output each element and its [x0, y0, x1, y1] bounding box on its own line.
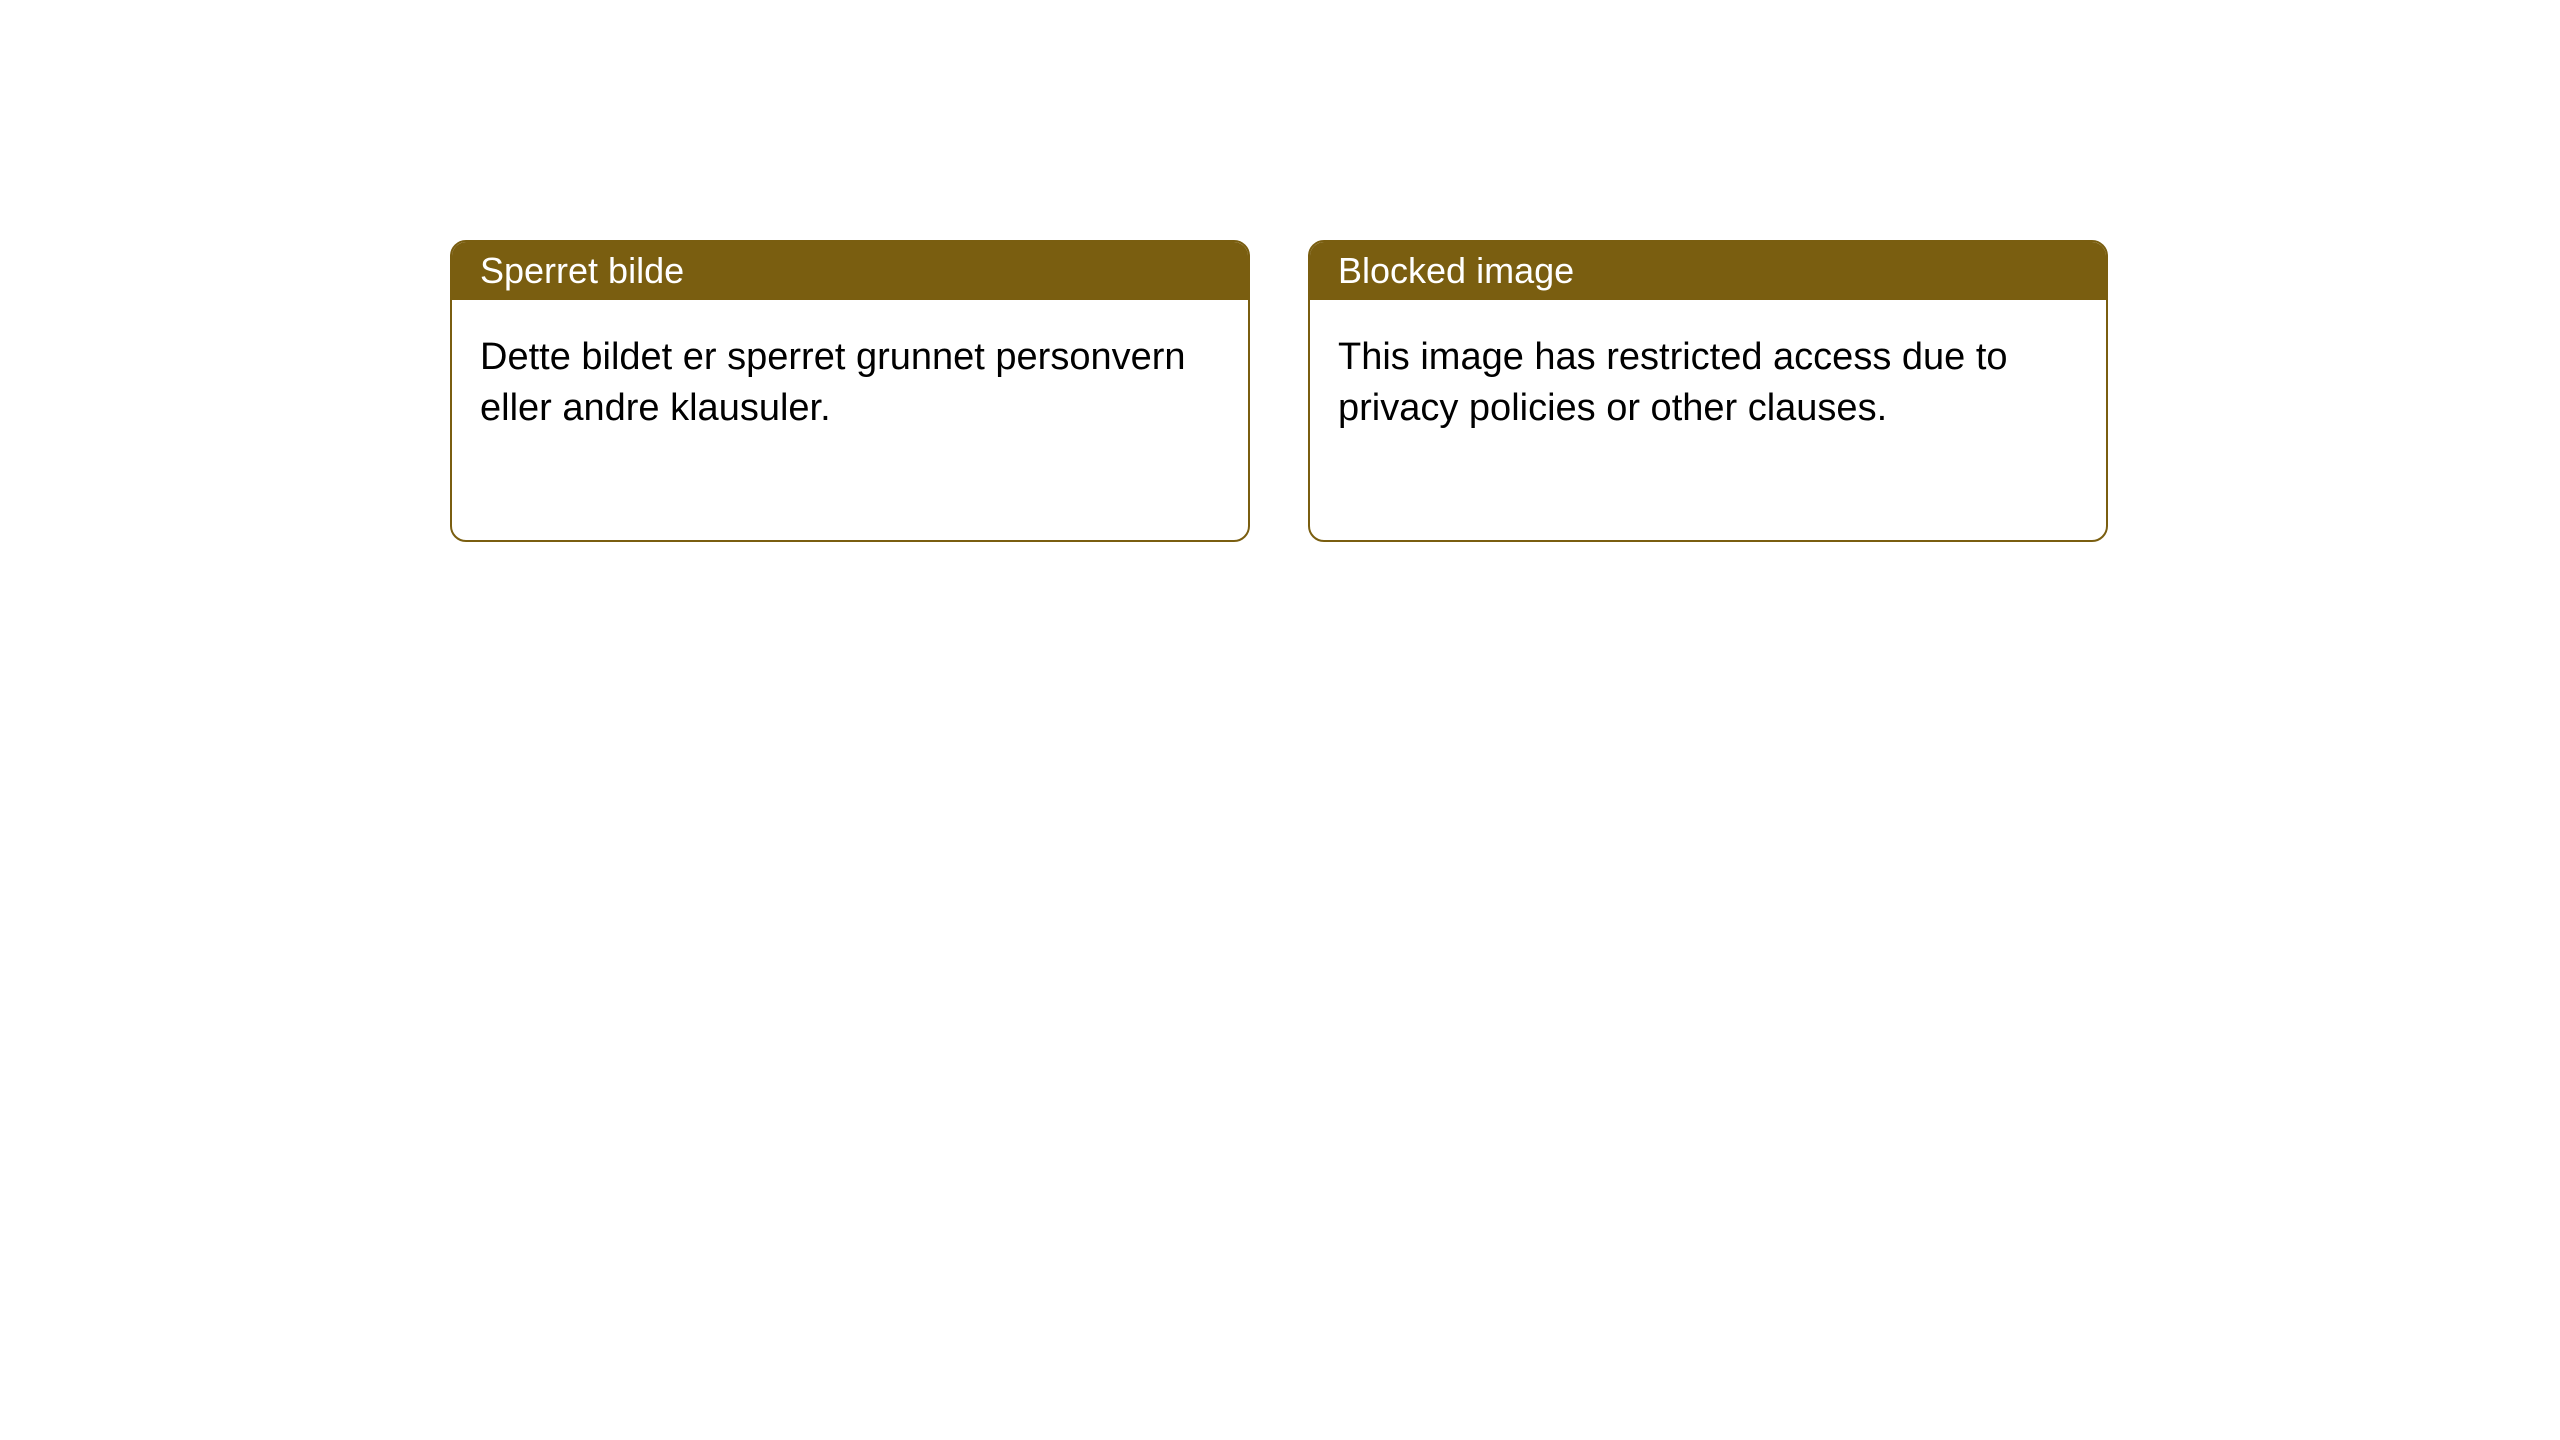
- card-header: Sperret bilde: [452, 242, 1248, 300]
- card-title: Sperret bilde: [480, 250, 684, 291]
- card-header: Blocked image: [1310, 242, 2106, 300]
- card-body: This image has restricted access due to …: [1310, 300, 2106, 540]
- card-body-text: Dette bildet er sperret grunnet personve…: [480, 336, 1186, 429]
- cards-container: Sperret bilde Dette bildet er sperret gr…: [450, 240, 2108, 542]
- card-body: Dette bildet er sperret grunnet personve…: [452, 300, 1248, 540]
- card-body-text: This image has restricted access due to …: [1338, 336, 2008, 429]
- info-card-english: Blocked image This image has restricted …: [1308, 240, 2108, 542]
- card-title: Blocked image: [1338, 250, 1574, 291]
- info-card-norwegian: Sperret bilde Dette bildet er sperret gr…: [450, 240, 1250, 542]
